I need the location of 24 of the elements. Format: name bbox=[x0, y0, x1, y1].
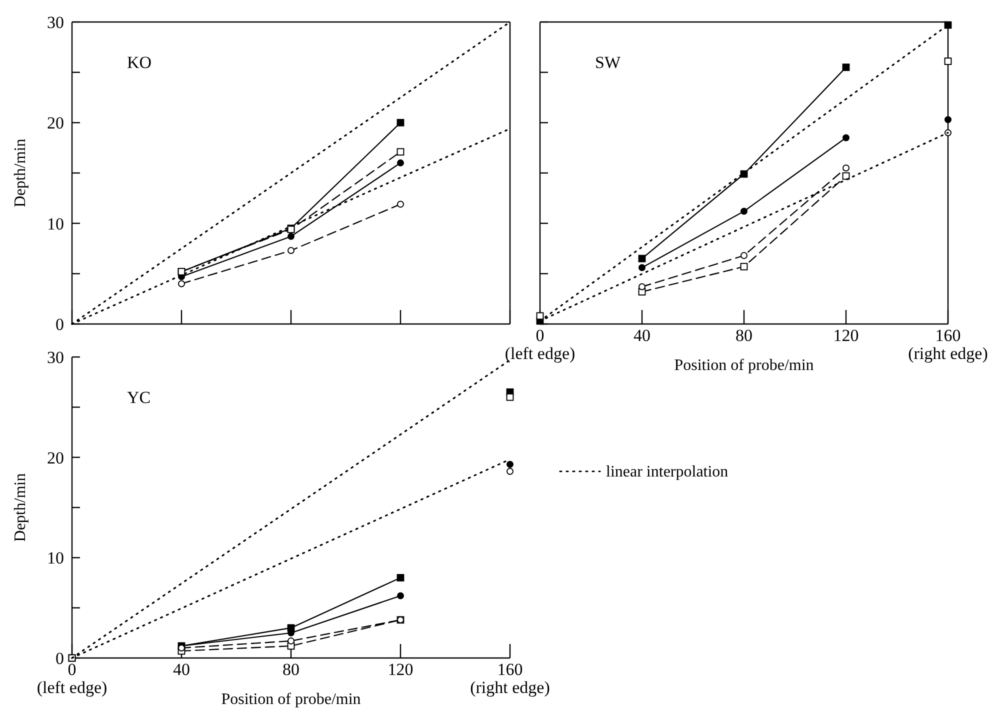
text: SW bbox=[595, 53, 622, 72]
x-tick-label: 160 (right edge) bbox=[908, 326, 988, 363]
text: YC bbox=[127, 388, 151, 407]
y-tick-label: 30 bbox=[47, 348, 64, 367]
legend-label: linear interpolation bbox=[606, 463, 728, 480]
y-axis-title: Depth/min bbox=[12, 473, 29, 542]
x-axis-title: Position of probe/min bbox=[674, 357, 814, 374]
y-tick-label: 30 bbox=[47, 13, 64, 32]
x-tick-label: 120 bbox=[833, 326, 859, 345]
x-tick-label: 40 bbox=[634, 326, 650, 345]
x-tick-label: 0 (left edge) bbox=[504, 326, 576, 363]
y-tick-label: 10 bbox=[47, 214, 64, 234]
x-axis-title: Position of probe/min bbox=[221, 691, 361, 708]
text: KO bbox=[127, 53, 152, 72]
y-tick-label: 20 bbox=[47, 114, 64, 133]
x-tick-label: 40 bbox=[173, 660, 190, 679]
y-tick-label: 10 bbox=[47, 548, 64, 568]
y-axis-title: Depth/min bbox=[12, 138, 29, 208]
y-tick-label: 20 bbox=[47, 448, 64, 468]
x-tick-label: 80 bbox=[736, 326, 752, 345]
y-tick-label: 0 bbox=[56, 315, 64, 334]
x-tick-label: 160 (right edge) bbox=[470, 660, 550, 697]
x-tick-label: 120 bbox=[388, 660, 414, 679]
x-tick-label: 80 bbox=[282, 660, 300, 679]
